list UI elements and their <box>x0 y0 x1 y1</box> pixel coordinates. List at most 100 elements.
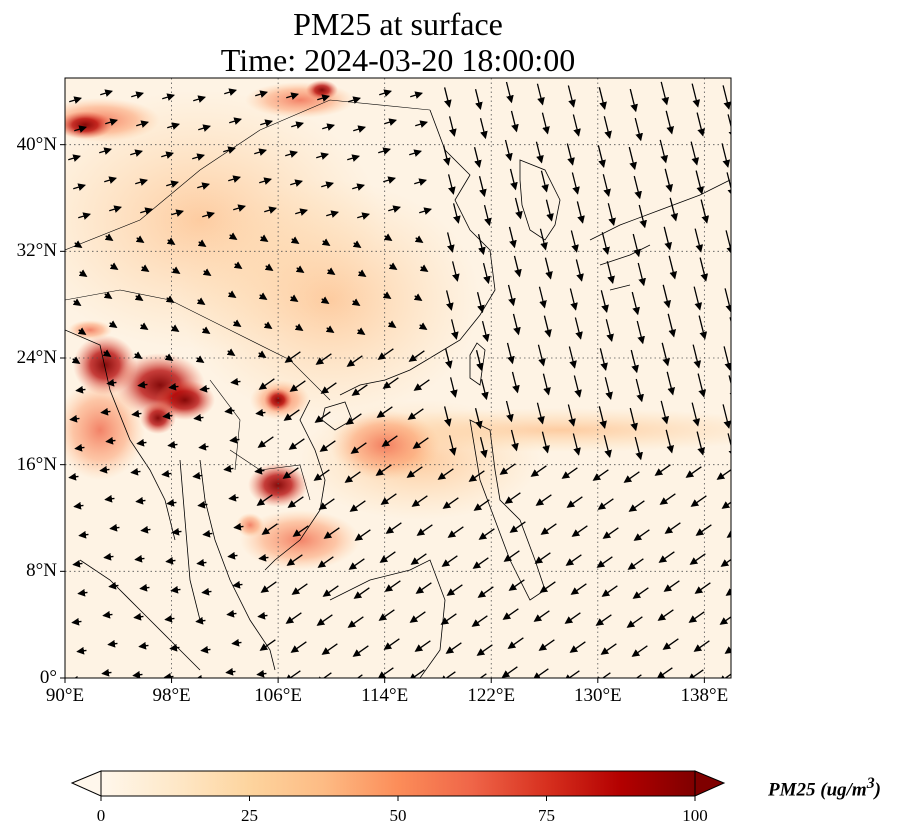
wind-arrow <box>451 261 460 282</box>
wind-arrow <box>506 342 515 365</box>
wind-arrow <box>722 85 731 110</box>
wind-arrow <box>442 145 451 166</box>
wind-arrow <box>317 556 334 568</box>
wind-arrow <box>135 235 145 243</box>
wind-arrow <box>694 228 704 253</box>
wind-arrow <box>78 530 89 539</box>
wind-arrow <box>201 587 212 596</box>
wind-arrow <box>473 147 482 169</box>
wind-arrow <box>102 349 112 357</box>
wind-arrow <box>508 226 517 249</box>
wind-arrow <box>668 255 678 280</box>
wind-arrow <box>352 183 365 191</box>
wind-arrow <box>694 582 711 594</box>
wind-arrow <box>656 667 673 678</box>
wind-arrow <box>632 233 641 258</box>
wind-arrow <box>382 377 399 389</box>
lon-tick-label: 106°E <box>254 685 302 706</box>
wind-arrow <box>294 323 304 331</box>
wind-arrow <box>264 206 277 214</box>
wind-arrow <box>502 608 519 620</box>
wind-arrow <box>725 588 731 596</box>
map-field <box>65 78 731 678</box>
wind-arrow <box>195 616 206 625</box>
wind-arrow <box>387 320 397 328</box>
wind-arrow <box>539 581 556 593</box>
wind-arrow <box>723 346 731 371</box>
wind-arrow <box>290 236 300 244</box>
wind-arrow <box>323 527 340 539</box>
wind-arrow <box>514 197 523 220</box>
wind-arrow <box>501 666 518 678</box>
wind-arrow <box>381 435 398 447</box>
wind-arrow <box>233 522 244 531</box>
colorbar-tick-label: 0 <box>96 806 106 825</box>
wind-arrow <box>449 377 458 398</box>
wind-arrow <box>169 643 180 652</box>
wind-arrow <box>510 110 519 133</box>
wind-arrow <box>388 205 401 213</box>
wind-arrow <box>99 465 110 474</box>
wind-arrow <box>634 436 643 461</box>
wind-arrow <box>318 498 335 510</box>
wind-arrow <box>633 175 642 200</box>
wind-arrow <box>412 437 429 449</box>
wind-arrow <box>224 88 237 96</box>
wind-arrow <box>347 154 360 162</box>
wind-arrow <box>476 644 493 656</box>
wind-arrow <box>721 143 731 168</box>
wind-arrow <box>351 384 368 396</box>
wind-arrow <box>197 239 207 247</box>
wind-arrow <box>659 493 676 505</box>
wind-arrow <box>139 583 150 592</box>
wind-arrow <box>69 414 80 423</box>
wind-arrow <box>168 382 179 391</box>
wind-arrow <box>201 326 211 334</box>
wind-arrow <box>693 286 703 311</box>
wind-arrow <box>600 643 617 655</box>
wind-arrow <box>290 641 307 653</box>
lon-tick-label: 114°E <box>361 685 409 706</box>
wind-arrow <box>71 356 81 364</box>
wind-arrow <box>468 470 485 482</box>
wind-arrow <box>692 344 702 369</box>
wind-arrow <box>171 527 182 536</box>
wind-arrow <box>77 327 87 335</box>
wind-arrow <box>638 204 647 229</box>
wind-arrow <box>106 378 117 387</box>
wind-arrow <box>171 209 184 217</box>
wind-arrow <box>440 613 457 625</box>
wind-arrow <box>287 496 304 508</box>
wind-arrow <box>630 349 639 374</box>
wind-arrow <box>377 348 394 360</box>
wind-arrow <box>538 639 555 651</box>
wind-arrow <box>414 178 427 186</box>
wind-arrow <box>196 558 207 567</box>
wind-arrow <box>447 526 464 538</box>
wind-arrow <box>108 320 118 328</box>
wind-arrow <box>255 90 268 98</box>
wind-arrow <box>321 181 334 189</box>
wind-arrow <box>322 123 335 131</box>
wind-arrow <box>167 122 180 130</box>
wind-arrow <box>532 668 549 678</box>
wind-arrow <box>291 121 304 129</box>
wind-arrow <box>232 319 242 327</box>
wind-arrow <box>348 558 365 570</box>
wind-arrow <box>254 148 267 156</box>
wind-arrow <box>255 408 266 417</box>
wind-arrow <box>223 146 236 154</box>
wind-arrow <box>530 465 547 477</box>
wind-arrow <box>599 348 608 371</box>
wind-arrow <box>452 203 461 224</box>
wind-arrow <box>601 585 618 597</box>
wind-arrow <box>259 639 276 651</box>
wind-arrow <box>231 638 242 647</box>
wind-arrow <box>685 466 702 478</box>
wind-arrow <box>383 176 396 184</box>
wind-arrow <box>539 228 548 251</box>
wind-arrow <box>475 350 484 372</box>
wind-arrow <box>314 411 331 423</box>
wind-arrow <box>660 400 669 425</box>
wind-arrow <box>109 205 122 213</box>
